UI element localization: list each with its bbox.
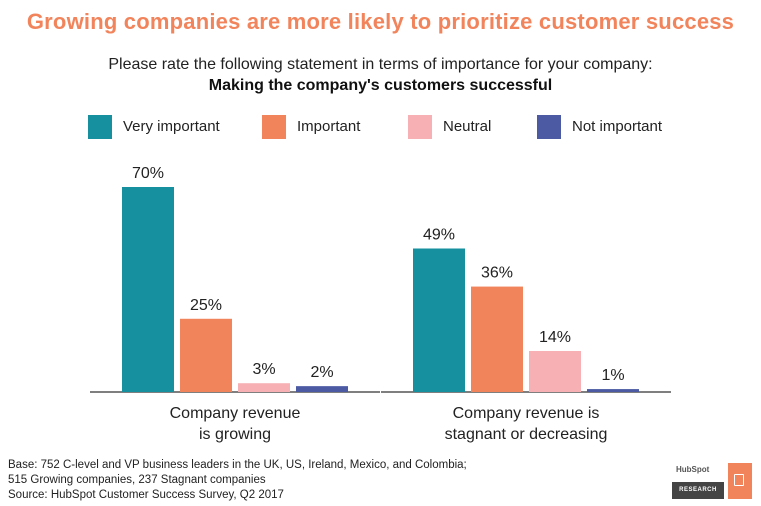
legend-swatch-important [262, 115, 286, 139]
legend-swatch-neutral [408, 115, 432, 139]
data-label: 49% [423, 227, 455, 244]
legend-label: Not important [572, 118, 663, 135]
footnote-counts: 515 Growing companies, 237 Stagnant comp… [8, 474, 266, 486]
category-label: Company revenue [170, 405, 301, 422]
footnote-base: Base: 752 C-level and VP business leader… [8, 459, 467, 471]
bar-very-important-1 [122, 187, 174, 392]
legend-label: Very important [123, 118, 220, 135]
bar-important-1 [180, 318, 232, 392]
footnote: Base: 752 C-level and VP business leader… [8, 458, 467, 503]
data-label: 36% [481, 265, 513, 282]
legend: Very important Important Neutral Not imp… [0, 112, 761, 142]
bar-neutral-1 [238, 383, 290, 392]
data-label: 70% [132, 165, 164, 182]
logo-tag: RESEARCH [672, 482, 724, 499]
data-label: 14% [539, 329, 571, 346]
chart-question: Making the company's customers successfu… [208, 77, 553, 94]
logo-emblem [728, 463, 752, 499]
data-label: 1% [601, 367, 624, 384]
data-label: 2% [310, 364, 333, 381]
data-label: 3% [252, 361, 275, 378]
hubspot-research-logo: HubSpot RESEARCH [672, 463, 752, 501]
chart-title: Growing companies are more likely to pri… [26, 9, 735, 34]
category-label: is growing [199, 426, 271, 443]
legend-label: Neutral [443, 118, 492, 135]
bar-important-2 [471, 286, 523, 392]
category-label: stagnant or decreasing [445, 426, 608, 443]
chart-subtitle: Please rate the following statement in t… [108, 56, 653, 73]
logo-brand: HubSpot [676, 465, 710, 474]
bar-chart: 70% 49% 25% 36% 3% 14% 2% 1% Company revenue is g… [90, 165, 671, 443]
legend-swatch-very-important [88, 115, 112, 139]
legend-label: Important [297, 118, 361, 135]
bar-not-important-1 [296, 386, 348, 392]
bar-very-important-2 [413, 248, 465, 392]
document-icon [734, 474, 744, 486]
footnote-source: Source: HubSpot Customer Success Survey,… [8, 489, 284, 501]
bar-not-important-2 [587, 389, 639, 392]
bar-neutral-2 [529, 351, 581, 392]
category-label: Company revenue is [453, 405, 600, 422]
legend-swatch-not-important [537, 115, 561, 139]
data-label: 25% [190, 297, 222, 314]
